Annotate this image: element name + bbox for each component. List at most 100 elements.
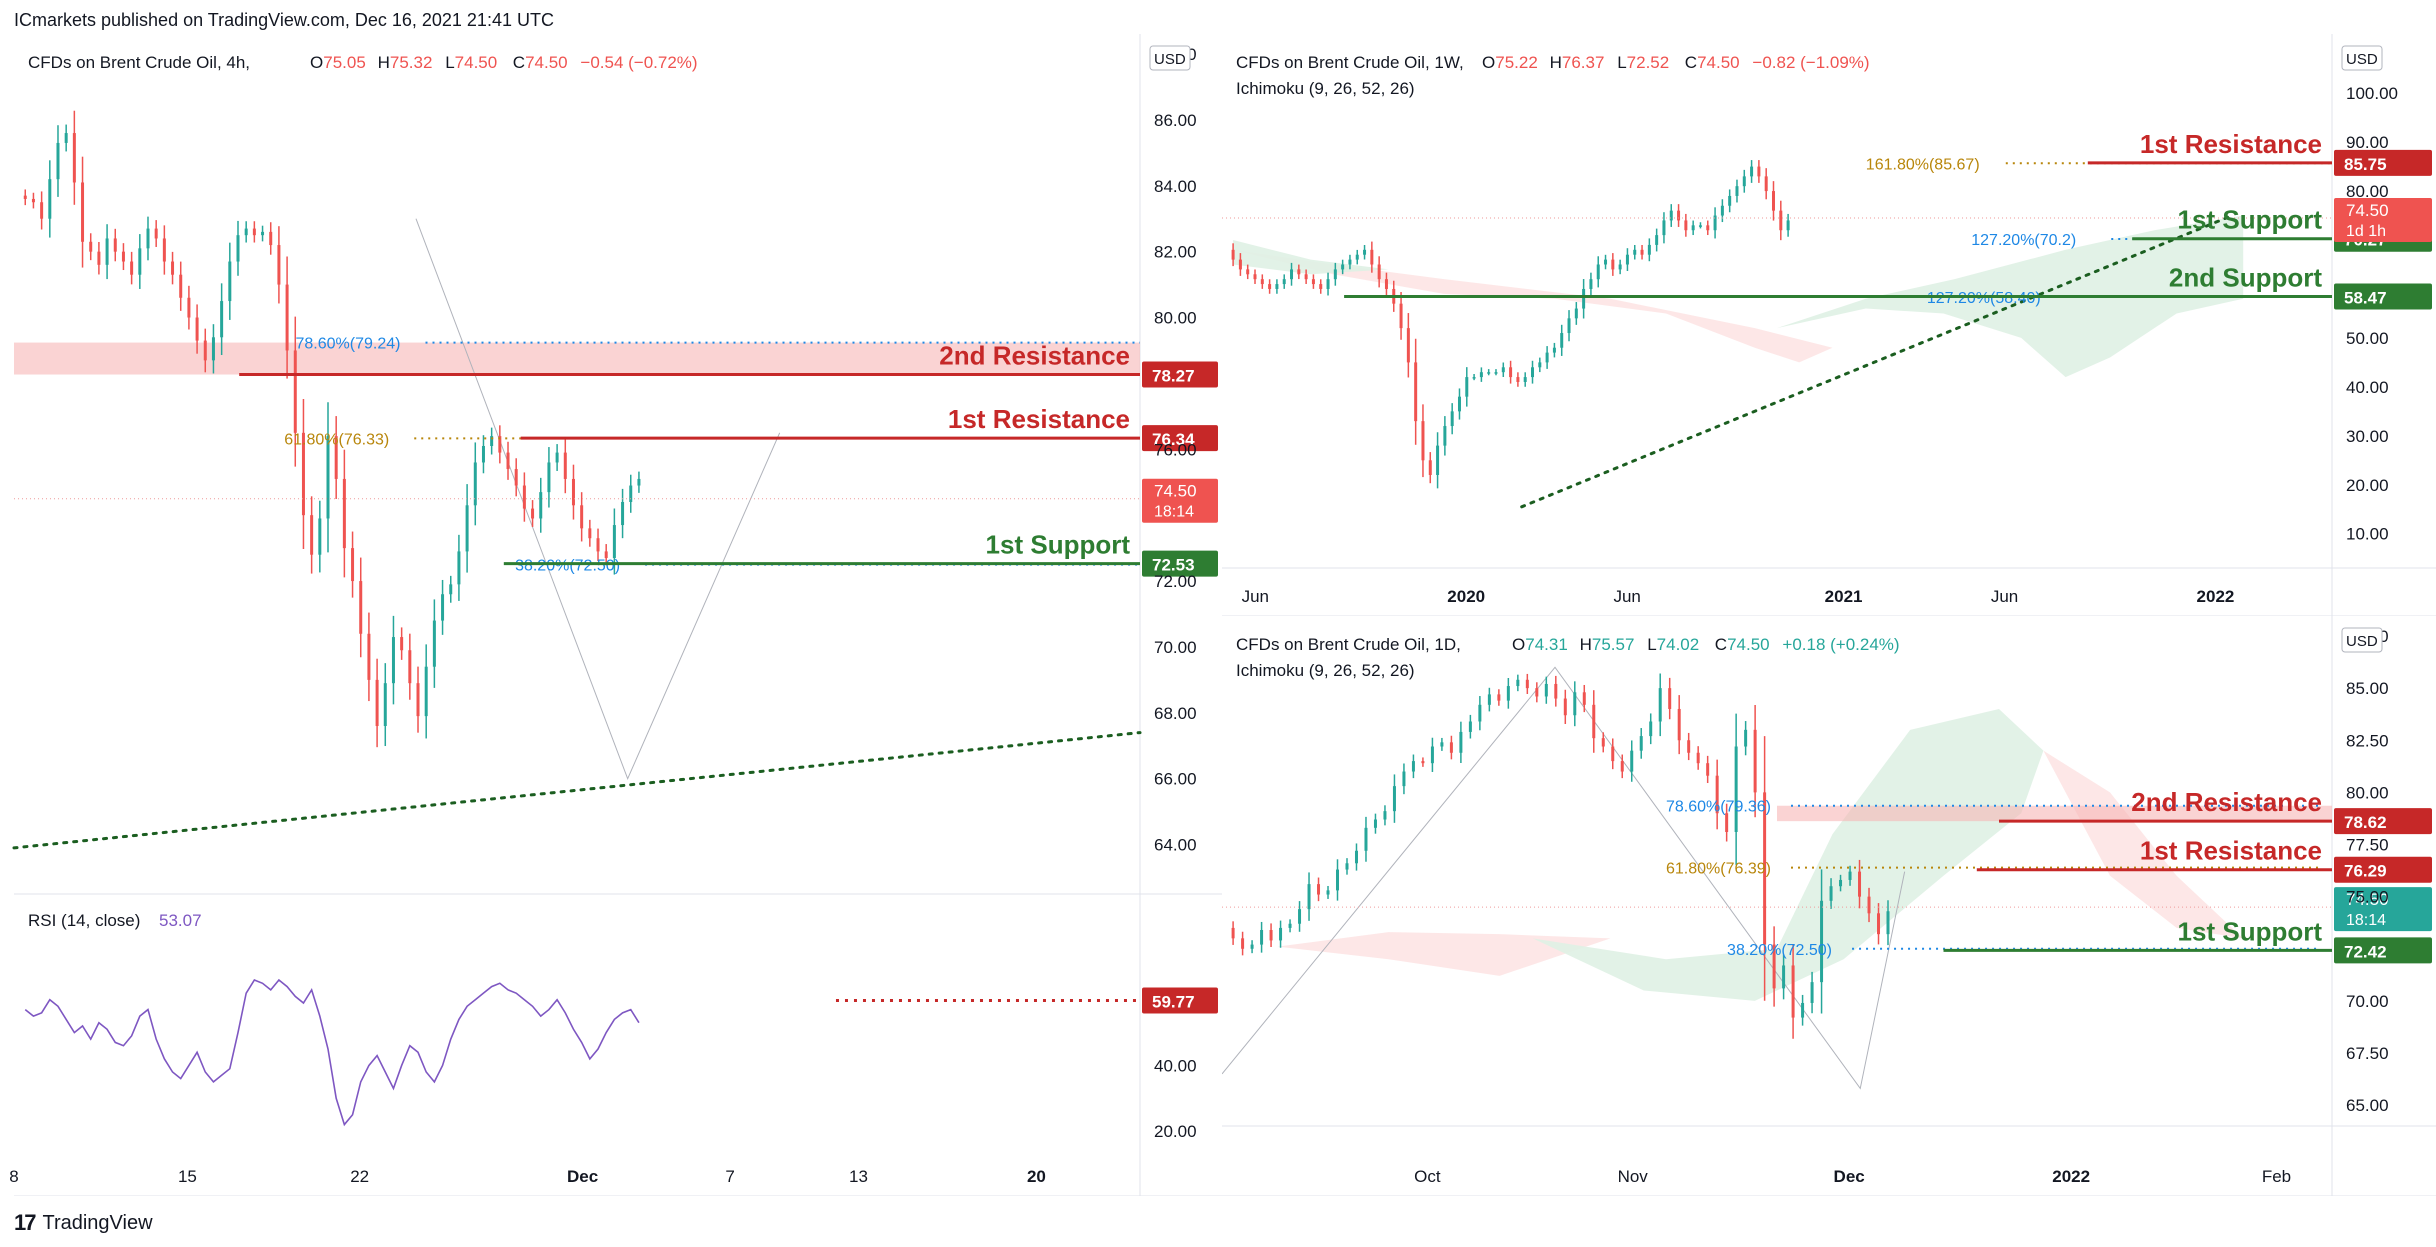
- candle-body-63: [539, 492, 543, 519]
- y-tick-0: 65.00: [2346, 1096, 2389, 1115]
- candle-body-56: [481, 446, 485, 463]
- resistance-zone: [1777, 805, 2332, 822]
- x-tick-1: 2020: [1447, 587, 1485, 606]
- candle-body-53: [1734, 746, 1738, 832]
- candle-body-35: [1563, 698, 1567, 716]
- candle-body-30: [1516, 679, 1520, 687]
- ohlc-c: C74.50: [1685, 53, 1740, 72]
- candle-body-9: [1317, 884, 1321, 895]
- candle-body-17: [1392, 786, 1396, 812]
- fib-label-0: 161.80%(85.67): [1866, 156, 1980, 173]
- ohlc-change: −0.82 (−1.09%): [1752, 53, 1869, 72]
- candle-body-21: [195, 317, 199, 341]
- rsi-value: 53.07: [159, 911, 202, 930]
- ohlc-c: C74.50: [513, 53, 568, 72]
- candle-body-11: [1311, 279, 1315, 285]
- candle-body-64: [1698, 225, 1702, 227]
- level-tag-bg-0: [2334, 149, 2432, 176]
- candle-body-34: [1554, 683, 1558, 699]
- level-label-0: 2nd Resistance: [2131, 787, 2322, 817]
- candle-body-22: [1440, 742, 1444, 747]
- candle-body-51: [1604, 259, 1608, 265]
- candle-body-40: [1523, 377, 1527, 382]
- candle-body-7: [1298, 909, 1302, 924]
- fib-label-0: 78.60%(79.24): [296, 336, 401, 353]
- candle-body-43: [1639, 736, 1643, 751]
- level-tag-0: 78.62: [2344, 813, 2387, 832]
- candle-body-41: [359, 581, 363, 634]
- candle-body-31: [1457, 396, 1461, 412]
- candle-body-14: [1364, 827, 1368, 851]
- candle-body-46: [1567, 318, 1571, 334]
- x-tick-4: 7: [725, 1167, 734, 1186]
- candle-body-68: [580, 505, 584, 529]
- candle-body-10: [105, 238, 109, 265]
- y-tick-6: 80.00: [1154, 309, 1197, 328]
- candle-body-60: [514, 469, 518, 486]
- x-tick-2: Jun: [1613, 587, 1640, 606]
- x-tick-1: Nov: [1618, 1167, 1649, 1186]
- candle-body-73: [1764, 176, 1768, 192]
- candle-body-11: [1336, 869, 1340, 891]
- level-label-1: 1st Resistance: [2140, 836, 2322, 866]
- candle-body-53: [457, 551, 461, 585]
- candle-body-25: [1468, 721, 1472, 732]
- candle-body-61: [522, 485, 526, 509]
- candle-body-6: [1288, 923, 1292, 928]
- candle-body-44: [383, 683, 387, 726]
- candle-body-52: [449, 584, 453, 595]
- candle-body-15: [1373, 819, 1377, 828]
- ohlc-change: −0.54 (−0.72%): [580, 53, 697, 72]
- candle-body-12: [121, 251, 125, 262]
- candle-body-19: [1411, 761, 1415, 772]
- current-price-timer: 1d 1h: [2346, 223, 2386, 240]
- ohlc-l: L72.52: [1617, 53, 1669, 72]
- y-tick-1: 66.00: [1154, 770, 1197, 789]
- y-tick-5: 80.00: [2346, 783, 2389, 802]
- y-tick-5: 80.00: [2346, 182, 2389, 201]
- x-tick-4: Jun: [1991, 587, 2018, 606]
- currency-box: [2341, 45, 2383, 71]
- x-tick-2: 22: [350, 1167, 369, 1186]
- candle-body-59: [1791, 965, 1795, 1018]
- candle-body-63: [1829, 886, 1833, 901]
- candle-body-66: [1858, 871, 1862, 897]
- candle-body-24: [220, 301, 224, 338]
- candle-body-57: [1647, 244, 1651, 255]
- candle-body-45: [1560, 333, 1564, 348]
- candle-body-32: [1535, 688, 1539, 697]
- candle-body-51: [1715, 775, 1719, 814]
- candle-body-47: [1574, 308, 1578, 319]
- level-tag-1: 76.34: [1152, 430, 1195, 449]
- candle-body-13: [1326, 279, 1330, 289]
- x-tick-0: Oct: [1414, 1167, 1441, 1186]
- candle-body-65: [1848, 871, 1852, 880]
- candle-body-49: [1589, 279, 1593, 289]
- y-tick-2: 68.00: [1154, 704, 1197, 723]
- level-label-2: 1st Support: [2178, 916, 2323, 946]
- rsi-label: RSI (14, close): [28, 911, 140, 930]
- candle-body-20: [187, 297, 191, 318]
- candle-body-57: [490, 436, 494, 446]
- currency-label: USD: [1154, 51, 1186, 68]
- current-price-tag-bg: [2334, 887, 2432, 932]
- level-tag-bg-1: [1142, 425, 1218, 452]
- currency-label: USD: [2346, 633, 2378, 650]
- candle-body-6: [1275, 284, 1279, 289]
- level-tag-2: 72.42: [2344, 942, 2387, 961]
- trend-line: [1520, 214, 2234, 509]
- candle-body-65: [1706, 225, 1710, 231]
- chart-1d[interactable]: 78.60%(79.36) 61.80%(76.39) 38.20%(72.50) 2…: [1222, 616, 2436, 1196]
- ohlc-h: H76.37: [1550, 53, 1605, 72]
- candle-body-16: [154, 228, 158, 239]
- candle-body-38: [1592, 704, 1596, 739]
- candle-body-11: [113, 238, 117, 252]
- candle-body-58: [1655, 235, 1659, 245]
- tradingview-brand[interactable]: 17 TradingView: [14, 1210, 153, 1236]
- candle-body-9: [1297, 269, 1301, 275]
- candle-body-67: [571, 478, 575, 506]
- candle-body-13: [1354, 850, 1358, 864]
- fib-label-2: 38.20%(72.50): [515, 558, 620, 575]
- chart-1w[interactable]: 161.80%(85.67) 127.20%(70.2) 127.20%(58.40…: [1222, 34, 2436, 616]
- chart-4h[interactable]: 78.60%(79.24) 61.80%(76.33) 38.20%(72.50) 2…: [0, 34, 1222, 1196]
